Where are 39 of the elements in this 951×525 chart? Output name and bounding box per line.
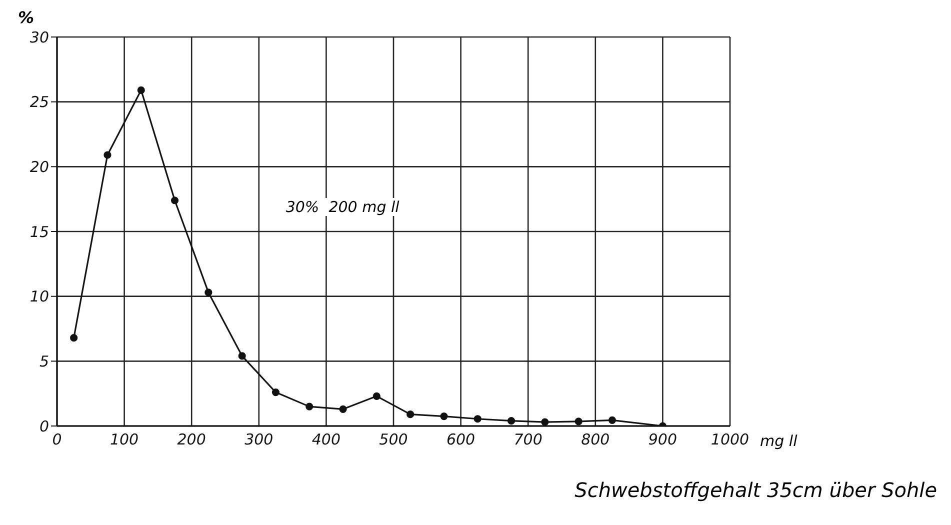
x-axis-title: mg ll bbox=[760, 432, 798, 450]
y-tick-label: 20 bbox=[30, 158, 49, 176]
point bbox=[238, 352, 246, 360]
point bbox=[204, 288, 212, 296]
y-tick-label: 15 bbox=[30, 222, 49, 241]
y-tick-label: 25 bbox=[30, 93, 49, 112]
point bbox=[70, 334, 78, 342]
point bbox=[406, 410, 414, 418]
y-tick-label: 30 bbox=[30, 28, 49, 46]
point bbox=[372, 392, 380, 400]
x-tick-label: 600 bbox=[446, 430, 476, 449]
x-tick-label: 200 bbox=[177, 430, 206, 449]
point bbox=[104, 151, 112, 159]
annotation: 30% 200 mg ll bbox=[286, 198, 400, 216]
point bbox=[574, 418, 582, 426]
point bbox=[137, 86, 145, 94]
point bbox=[339, 405, 347, 413]
y-tick-label: 10 bbox=[30, 288, 49, 306]
x-tick-label: 400 bbox=[312, 430, 341, 449]
point bbox=[541, 418, 549, 426]
x-tick-label: 1000 bbox=[710, 430, 750, 449]
x-tick-label: 900 bbox=[648, 430, 678, 449]
y-tick-label: 5 bbox=[39, 352, 49, 370]
point bbox=[608, 416, 616, 424]
point bbox=[474, 415, 482, 423]
y-axis-title: % bbox=[18, 8, 34, 27]
x-tick-label: 800 bbox=[581, 430, 610, 449]
x-tick-label: 500 bbox=[379, 430, 408, 449]
x-tick-label: 0 bbox=[52, 430, 62, 449]
point bbox=[440, 412, 448, 420]
x-tick-label: 700 bbox=[514, 430, 542, 449]
point bbox=[507, 417, 516, 425]
point bbox=[272, 388, 280, 396]
point bbox=[306, 402, 314, 410]
x-tick-label: 300 bbox=[244, 430, 274, 449]
y-tick-label: 0 bbox=[39, 417, 49, 436]
x-tick-label: 100 bbox=[110, 430, 139, 449]
text: Schwebstoffgehalt 35cm über Sohle bbox=[574, 478, 937, 502]
point bbox=[170, 196, 179, 204]
